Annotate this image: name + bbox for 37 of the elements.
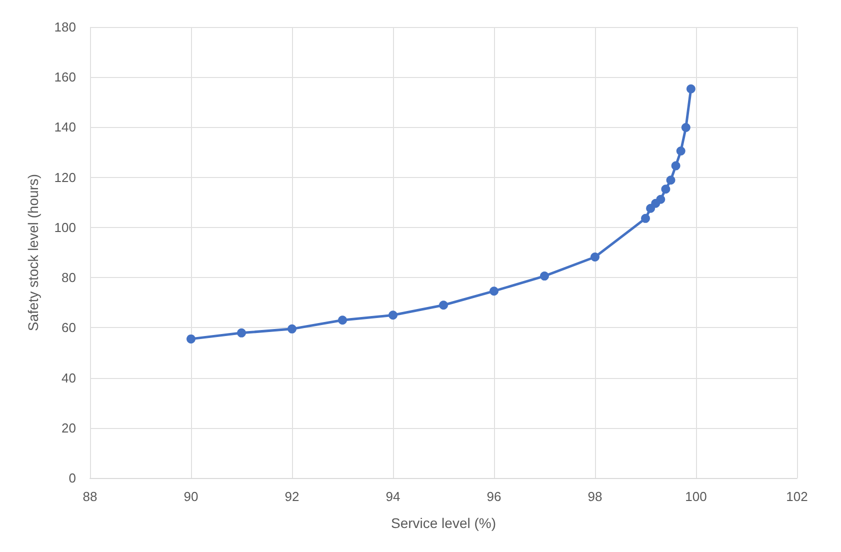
y-tick-label: 100 xyxy=(54,220,76,235)
point xyxy=(641,214,650,223)
x-tick-label: 100 xyxy=(685,489,707,504)
point xyxy=(490,286,498,296)
point xyxy=(338,316,347,325)
y-tick-label: 180 xyxy=(54,20,76,34)
point xyxy=(681,122,690,132)
x-tick-label: 92 xyxy=(284,489,300,504)
y-tick-label: 0 xyxy=(68,470,76,486)
y-tick-label: 160 xyxy=(54,70,76,85)
point xyxy=(388,310,398,320)
point xyxy=(686,84,696,94)
point xyxy=(540,272,549,281)
point xyxy=(439,300,448,310)
y-tick-label: 140 xyxy=(54,120,76,135)
point xyxy=(666,176,676,185)
y-tick-label: 120 xyxy=(54,170,76,185)
x-tick-label: 96 xyxy=(486,489,502,504)
x-axis-title: Service level (%) xyxy=(390,515,496,531)
point xyxy=(671,161,680,170)
x-tick-label: 98 xyxy=(588,489,602,504)
point xyxy=(656,194,666,204)
x-tick-label: 90 xyxy=(184,489,198,504)
point xyxy=(288,324,296,334)
point xyxy=(237,328,246,338)
x-tick-label: 88 xyxy=(82,489,98,504)
point xyxy=(661,184,670,194)
y-tick-label: 60 xyxy=(62,320,76,336)
point xyxy=(186,334,196,344)
point xyxy=(590,252,600,262)
y-axis-title: Safety stock level (hours) xyxy=(25,174,41,332)
y-tick-label: 20 xyxy=(62,420,76,436)
y-tick-label: 80 xyxy=(62,270,76,286)
x-tick-label: 102 xyxy=(786,489,808,504)
point xyxy=(676,146,686,156)
y-tick-label: 40 xyxy=(62,370,76,386)
x-tick-label: 94 xyxy=(386,489,400,504)
